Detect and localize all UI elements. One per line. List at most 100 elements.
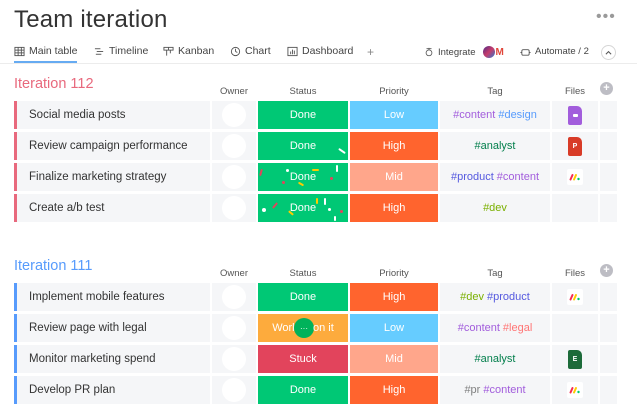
empty-cell <box>600 314 617 342</box>
files-cell[interactable]: P <box>552 132 598 160</box>
tag-cell[interactable]: #dev #product <box>440 283 550 311</box>
monday-doc-icon[interactable] <box>567 289 583 305</box>
owner-avatar[interactable] <box>222 165 246 189</box>
column-header-tag[interactable]: Tag <box>487 86 503 97</box>
status-cell[interactable]: Done <box>258 101 348 129</box>
priority-cell[interactable]: Mid <box>350 345 438 373</box>
column-header-owner[interactable]: Owner <box>220 86 248 97</box>
drag-cursor-icon[interactable]: ··· <box>294 318 314 338</box>
powerpoint-file-icon[interactable]: P <box>568 136 582 156</box>
monday-doc-icon[interactable] <box>567 169 583 185</box>
column-header-owner[interactable]: Owner <box>220 268 248 279</box>
tag-cell[interactable]: #analyst <box>440 132 550 160</box>
tag-cell[interactable]: #dev <box>440 194 550 222</box>
add-view-button[interactable]: + <box>367 45 375 59</box>
collapse-header-button[interactable] <box>601 45 616 60</box>
owner-cell <box>212 283 256 311</box>
owner-avatar[interactable] <box>222 316 246 340</box>
owner-cell <box>212 163 256 191</box>
status-cell[interactable]: Stuck <box>258 345 348 373</box>
automate-button[interactable]: Automate / 2 <box>520 46 589 57</box>
priority-cell[interactable]: Mid <box>350 163 438 191</box>
owner-avatar[interactable] <box>222 134 246 158</box>
integrate-icon <box>425 47 433 57</box>
group-title[interactable]: Iteration 111 <box>14 258 93 274</box>
monday-doc-icon[interactable] <box>567 382 583 398</box>
owner-avatar[interactable] <box>222 196 246 220</box>
tag-cell[interactable]: #product #content <box>440 163 550 191</box>
owner-cell <box>212 101 256 129</box>
priority-cell[interactable]: Low <box>350 314 438 342</box>
column-header-status[interactable]: Status <box>289 268 317 279</box>
priority-cell[interactable]: High <box>350 132 438 160</box>
item-name[interactable]: Social media posts <box>14 101 210 129</box>
item-name[interactable]: Monitor marketing spend <box>14 345 210 373</box>
table-icon <box>14 46 25 56</box>
column-header-priority[interactable]: Priority <box>379 268 409 279</box>
priority-cell[interactable]: Low <box>350 101 438 129</box>
dashboard-icon <box>287 46 298 56</box>
files-cell[interactable] <box>552 163 598 191</box>
tag-cell[interactable]: #content #legal <box>440 314 550 342</box>
confetti <box>328 208 331 211</box>
priority-cell[interactable]: High <box>350 283 438 311</box>
status-cell[interactable]: Done <box>258 163 348 191</box>
excel-file-icon[interactable]: E <box>568 349 582 369</box>
video-file-icon[interactable] <box>568 105 582 125</box>
status-cell[interactable]: Worl on it ··· <box>258 314 348 342</box>
column-header-files[interactable]: Files <box>564 86 586 97</box>
files-cell[interactable] <box>552 194 598 222</box>
gmail-icon: M <box>495 46 504 58</box>
owner-avatar[interactable] <box>222 285 246 309</box>
add-column-button[interactable]: + <box>600 82 613 95</box>
chevron-up-icon <box>605 50 612 55</box>
add-column-button[interactable]: + <box>600 264 613 277</box>
item-name[interactable]: Finalize marketing strategy <box>14 163 210 191</box>
files-cell[interactable]: E <box>552 345 598 373</box>
item-name[interactable]: Implement mobile features <box>14 283 210 311</box>
status-cell[interactable]: Done <box>258 376 348 404</box>
integrate-button[interactable]: Integrate M <box>424 46 504 58</box>
item-name[interactable]: Create a/b test <box>14 194 210 222</box>
group-title[interactable]: Iteration 112 <box>14 76 94 92</box>
tag-cell[interactable]: #pr #content <box>440 376 550 404</box>
tag: #product <box>487 291 530 303</box>
tab-label: Main table <box>29 45 78 57</box>
files-cell[interactable] <box>552 101 598 129</box>
empty-cell <box>600 163 617 191</box>
files-cell[interactable] <box>552 376 598 404</box>
column-header-status[interactable]: Status <box>289 86 317 97</box>
owner-avatar[interactable] <box>222 378 246 402</box>
column-header-tag[interactable]: Tag <box>487 268 503 279</box>
owner-avatar[interactable] <box>222 103 246 127</box>
tab-chart[interactable]: Chart <box>230 45 271 57</box>
owner-cell <box>212 376 256 404</box>
confetti <box>282 181 285 184</box>
more-options-icon[interactable]: ••• <box>596 8 616 25</box>
column-header-priority[interactable]: Priority <box>379 86 409 97</box>
tab-kanban[interactable]: Kanban <box>163 45 214 57</box>
files-cell[interactable] <box>552 314 598 342</box>
tag-cell[interactable]: #content #design <box>440 101 550 129</box>
column-header-files[interactable]: Files <box>564 268 586 279</box>
confetti <box>262 208 266 212</box>
tab-timeline[interactable]: Timeline <box>94 45 148 57</box>
tab-main-table[interactable]: Main table <box>14 45 78 63</box>
tab-dashboard[interactable]: Dashboard <box>287 45 353 57</box>
tag-cell[interactable]: #analyst <box>440 345 550 373</box>
tag: #content <box>453 109 496 121</box>
status-cell[interactable]: Done <box>258 132 348 160</box>
kanban-icon <box>163 46 174 56</box>
owner-avatar[interactable] <box>222 347 246 371</box>
tag: #design <box>498 109 537 121</box>
empty-cell <box>600 132 617 160</box>
files-cell[interactable] <box>552 283 598 311</box>
priority-cell[interactable]: High <box>350 194 438 222</box>
item-name[interactable]: Develop PR plan <box>14 376 210 404</box>
status-cell[interactable]: Done <box>258 283 348 311</box>
tag: #pr <box>464 384 481 396</box>
status-cell[interactable]: Done <box>258 194 348 222</box>
item-name[interactable]: Review campaign performance <box>14 132 210 160</box>
item-name[interactable]: Review page with legal <box>14 314 210 342</box>
priority-cell[interactable]: High <box>350 376 438 404</box>
